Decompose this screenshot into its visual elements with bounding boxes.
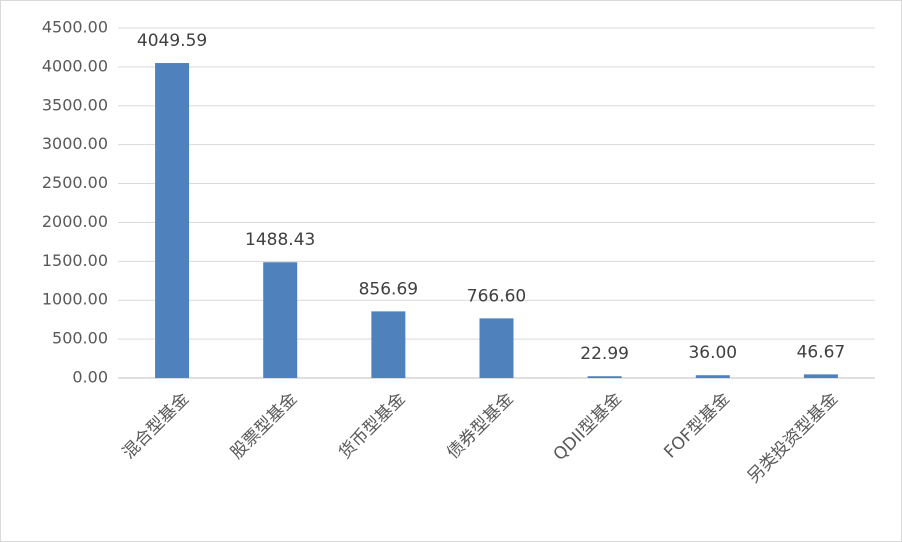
y-tick-label: 3000.00 [42,134,108,153]
value-label: 856.69 [359,279,418,299]
value-label: 1488.43 [245,230,315,250]
bar [263,262,298,378]
bar [155,63,190,378]
y-tick-label: 1500.00 [42,251,108,270]
bar [479,318,514,378]
bar [371,311,406,378]
y-tick-label: 2500.00 [42,173,108,192]
bar [695,375,730,378]
y-tick-label: 4500.00 [42,18,108,37]
y-tick-label: 4000.00 [42,56,108,75]
bar [803,374,838,378]
y-tick-label: 1000.00 [42,290,108,309]
bar [587,376,622,378]
value-label: 766.60 [467,286,526,306]
y-tick-label: 500.00 [52,329,108,348]
value-label: 36.00 [688,343,737,363]
y-tick-label: 0.00 [72,368,108,387]
value-label: 46.67 [797,342,846,362]
value-label: 4049.59 [137,31,207,51]
y-tick-label: 2000.00 [42,212,108,231]
value-label: 22.99 [580,344,629,364]
y-tick-label: 3500.00 [42,95,108,114]
